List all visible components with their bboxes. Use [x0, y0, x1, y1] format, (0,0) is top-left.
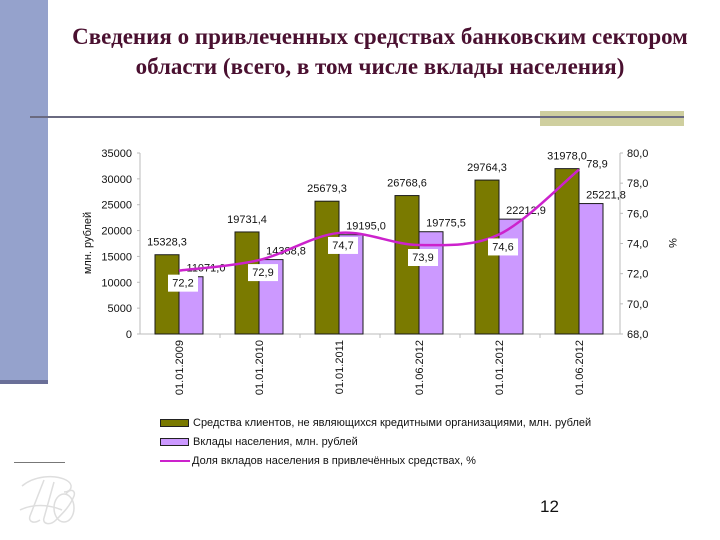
data-label-deposits: 19775,5 [426, 218, 466, 230]
data-label-box [408, 249, 438, 267]
y2-axis-title: % [666, 238, 678, 248]
y2-tick-label: 72,0 [627, 269, 648, 281]
legend-label: Средства клиентов, не являющихся кредитн… [193, 416, 592, 429]
legend-item-share: Доля вкладов населения в привлечённых ср… [160, 451, 591, 470]
legend-swatch-lilac [160, 437, 189, 446]
legend-item-clients-funds: Средства клиентов, не являющихся кредитн… [160, 413, 591, 432]
bar-clients-funds [474, 179, 500, 335]
data-label-box [168, 274, 198, 292]
y-tick-label: 15000 [101, 251, 132, 263]
bar-clients-funds [234, 231, 260, 335]
data-label-share: 72,9 [252, 267, 273, 279]
y-tick-label: 10000 [101, 277, 132, 289]
data-label-clients-funds: 19731,4 [227, 214, 267, 226]
x-category-label: 01.06.2012 [574, 340, 586, 395]
data-label-box [328, 236, 358, 254]
slide-title: Сведения о привлеченных средствах банков… [72, 24, 688, 79]
data-label-clients-funds: 29764,3 [467, 162, 507, 174]
legend-label: Доля вкладов населения в привлечённых ср… [192, 454, 476, 467]
bar-clients-funds [314, 200, 340, 335]
y-tick-label: 0 [126, 329, 132, 341]
y2-tick-label: 74,0 [627, 239, 648, 251]
data-label-clients-funds: 25679,3 [307, 183, 347, 195]
title-divider [30, 116, 684, 118]
logo-divider [14, 462, 65, 463]
y2-tick-label: 80,0 [627, 148, 648, 160]
data-label-clients-funds: 31978,0 [547, 151, 587, 163]
legend-swatch-line [160, 459, 190, 462]
y2-tick-label: 70,0 [627, 299, 648, 311]
bar-clients-funds [154, 254, 180, 335]
data-label-share: 78,9 [586, 159, 607, 171]
data-label-box [248, 264, 278, 282]
data-label-share: 73,9 [412, 252, 433, 264]
bar-deposits [498, 218, 524, 335]
data-label-box [488, 238, 518, 256]
bar-deposits [578, 203, 604, 335]
watermark-logo-icon [19, 475, 76, 525]
y2-tick-label: 68,0 [627, 329, 648, 341]
side-decoration-bar-edge [0, 380, 48, 384]
page-number: 12 [540, 497, 559, 516]
x-category-label: 01.01.2010 [254, 340, 266, 395]
data-label-deposits: 25221,8 [586, 190, 626, 202]
data-label-share: 74,6 [492, 241, 513, 253]
y-tick-label: 20000 [101, 226, 132, 238]
chart-legend: Средства клиентов, не являющихся кредитн… [160, 413, 591, 470]
y-tick-label: 35000 [101, 148, 132, 160]
y2-tick-label: 76,0 [627, 208, 648, 220]
accent-box [540, 111, 684, 126]
combo-chart: 0 5000 10000 15000 20000 25000 30000 35000 68,0 7… [82, 148, 678, 395]
data-label-deposits: 19195,0 [346, 221, 386, 233]
y-axis-title: млн. рублей [82, 212, 94, 274]
line-deposit-share [178, 168, 580, 272]
data-label-clients-funds: 26768,6 [387, 178, 427, 190]
y-tick-label: 30000 [101, 174, 132, 186]
bar-deposits [418, 231, 444, 335]
legend-item-deposits: Вклады населения, млн. рублей [160, 432, 591, 451]
y2-tick-label: 78,0 [627, 178, 648, 190]
side-decoration-bar [0, 0, 48, 380]
x-category-label: 01.01.2012 [494, 340, 506, 395]
legend-swatch-olive [160, 418, 189, 427]
bar-clients-funds [554, 168, 580, 335]
x-category-label: 01.01.2009 [174, 340, 186, 395]
y-tick-label: 25000 [101, 200, 132, 212]
legend-label: Вклады населения, млн. рублей [193, 435, 358, 448]
data-label-share: 74,7 [332, 240, 353, 252]
x-category-label: 01.06.2012 [414, 340, 426, 395]
y-tick-label: 5000 [108, 303, 132, 315]
data-label-share: 72,2 [172, 278, 193, 290]
data-label-clients-funds: 15328,3 [147, 237, 187, 249]
x-category-label: 01.01.2011 [334, 340, 346, 394]
